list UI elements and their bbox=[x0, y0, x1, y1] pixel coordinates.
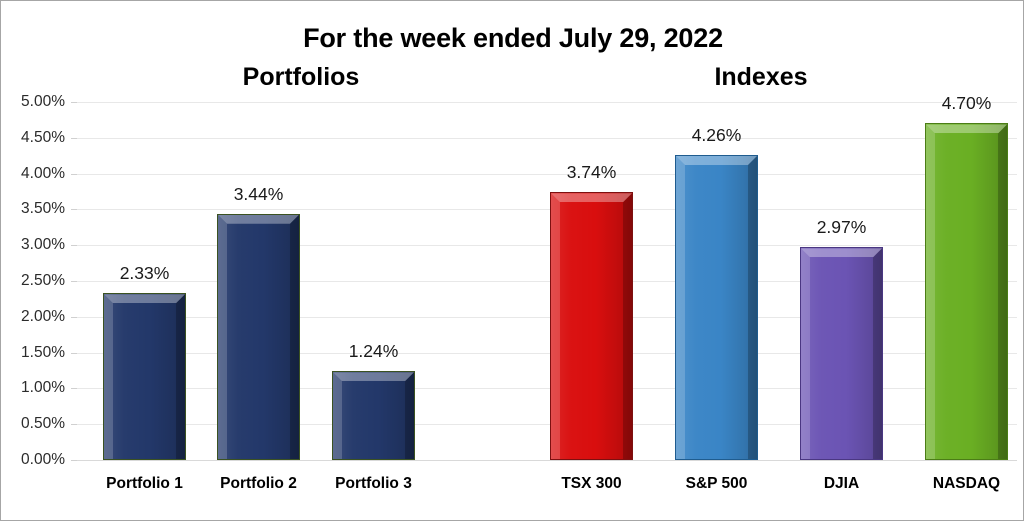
y-axis-tick-label: 1.00% bbox=[21, 379, 65, 397]
x-axis-category-label: NASDAQ bbox=[932, 475, 1001, 492]
bar[interactable] bbox=[925, 123, 1008, 460]
bar-value-label: 1.24% bbox=[348, 341, 399, 362]
gridline bbox=[77, 424, 1017, 426]
gridline bbox=[77, 281, 1017, 282]
x-axis-category-label: Portfolio 1 bbox=[106, 475, 183, 492]
y-axis-tick-mark bbox=[71, 352, 77, 354]
y-axis-tick-mark bbox=[71, 102, 77, 103]
x-axis-category-label: S&P 500 bbox=[685, 475, 748, 492]
bar[interactable] bbox=[800, 247, 883, 460]
gridline bbox=[77, 173, 1017, 175]
bevel-sheen-highlight bbox=[926, 124, 1007, 459]
bevel-sheen-highlight bbox=[333, 372, 414, 459]
bevel-left-highlight bbox=[104, 294, 113, 459]
group-title-portfolios: Portfolios bbox=[242, 63, 360, 91]
y-axis-tick-mark bbox=[71, 173, 77, 175]
bevel-right-highlight bbox=[176, 294, 185, 459]
y-axis-tick-mark bbox=[71, 245, 77, 247]
bevel-right-highlight bbox=[998, 124, 1007, 459]
bevel-left-highlight bbox=[676, 155, 685, 459]
bevel-top-highlight bbox=[333, 372, 414, 381]
bevel-sheen-highlight bbox=[551, 193, 632, 459]
y-axis-tick-label: 3.00% bbox=[21, 236, 65, 254]
bevel-left-highlight bbox=[333, 372, 342, 459]
y-axis-tick-label: 4.50% bbox=[21, 128, 65, 146]
bevel-right-highlight bbox=[873, 248, 882, 459]
bar[interactable] bbox=[103, 293, 186, 460]
axis-baseline bbox=[77, 460, 1017, 461]
group-title-indexes: Indexes bbox=[714, 63, 808, 91]
y-axis-tick-label: 1.50% bbox=[21, 343, 65, 361]
y-axis-tick-mark bbox=[71, 137, 77, 139]
bar-value-label: 3.44% bbox=[233, 183, 284, 204]
gridline bbox=[77, 388, 1017, 390]
bevel-sheen-highlight bbox=[801, 248, 882, 459]
bevel-right-highlight bbox=[748, 155, 757, 459]
bar[interactable] bbox=[217, 213, 300, 460]
bevel-right-highlight bbox=[290, 214, 299, 459]
bevel-top-highlight bbox=[218, 215, 299, 224]
gridline bbox=[77, 245, 1017, 247]
bar[interactable] bbox=[332, 371, 415, 460]
y-axis-tick-label: 0.50% bbox=[21, 415, 65, 433]
y-axis-tick-label: 2.50% bbox=[21, 272, 65, 289]
bar[interactable] bbox=[675, 154, 758, 460]
y-axis-tick-mark bbox=[71, 460, 77, 461]
y-axis-tick-label: 0.00% bbox=[21, 451, 65, 468]
y-axis-tick-mark bbox=[71, 209, 77, 211]
bevel-top-highlight bbox=[104, 294, 185, 303]
y-axis-tick-mark bbox=[71, 424, 77, 426]
bar-value-label: 4.70% bbox=[941, 93, 992, 114]
x-axis-category-label: DJIA bbox=[823, 475, 860, 492]
bar-value-label: 4.26% bbox=[691, 124, 742, 145]
bevel-right-highlight bbox=[405, 372, 414, 459]
y-axis-tick-label: 5.00% bbox=[21, 93, 65, 110]
gridline bbox=[77, 209, 1017, 211]
bevel-sheen-highlight bbox=[218, 214, 299, 459]
y-axis-tick-mark bbox=[71, 281, 77, 282]
bevel-top-highlight bbox=[801, 248, 882, 257]
y-axis-tick-label: 3.50% bbox=[21, 200, 65, 218]
gridline bbox=[77, 352, 1017, 354]
bar-value-label: 3.74% bbox=[566, 162, 617, 183]
y-axis-tick-label: 2.00% bbox=[21, 307, 65, 325]
bevel-top-highlight bbox=[926, 124, 1007, 133]
y-axis-tick-mark bbox=[71, 316, 77, 318]
bevel-left-highlight bbox=[551, 193, 560, 459]
x-axis-category-label: Portfolio 3 bbox=[335, 475, 412, 492]
bar-value-label: 2.97% bbox=[816, 217, 867, 238]
chart-title: For the week ended July 29, 2022 bbox=[303, 23, 723, 53]
bevel-left-highlight bbox=[218, 214, 227, 459]
bevel-top-highlight bbox=[676, 156, 757, 165]
bar-value-label: 2.33% bbox=[119, 263, 170, 284]
gridline bbox=[77, 102, 1017, 103]
gridline bbox=[77, 137, 1017, 139]
gridline bbox=[77, 316, 1017, 318]
bevel-sheen-highlight bbox=[676, 155, 757, 459]
bevel-sheen-highlight bbox=[104, 294, 185, 459]
y-axis-tick-label: 4.00% bbox=[21, 164, 65, 182]
plot-area: 5.00% 4.50% 4.00% 3.50% 3.00% 2.50% 2.00% 1.50%… bbox=[21, 93, 1017, 468]
x-axis-category-label: TSX 300 bbox=[561, 475, 622, 492]
bevel-right-highlight bbox=[623, 193, 632, 459]
y-axis-tick-mark bbox=[71, 388, 77, 390]
bevel-top-highlight bbox=[551, 193, 632, 202]
x-axis-category-label: Portfolio 2 bbox=[220, 475, 297, 492]
bar[interactable] bbox=[550, 192, 633, 460]
bevel-left-highlight bbox=[801, 248, 810, 459]
bevel-left-highlight bbox=[926, 124, 935, 459]
